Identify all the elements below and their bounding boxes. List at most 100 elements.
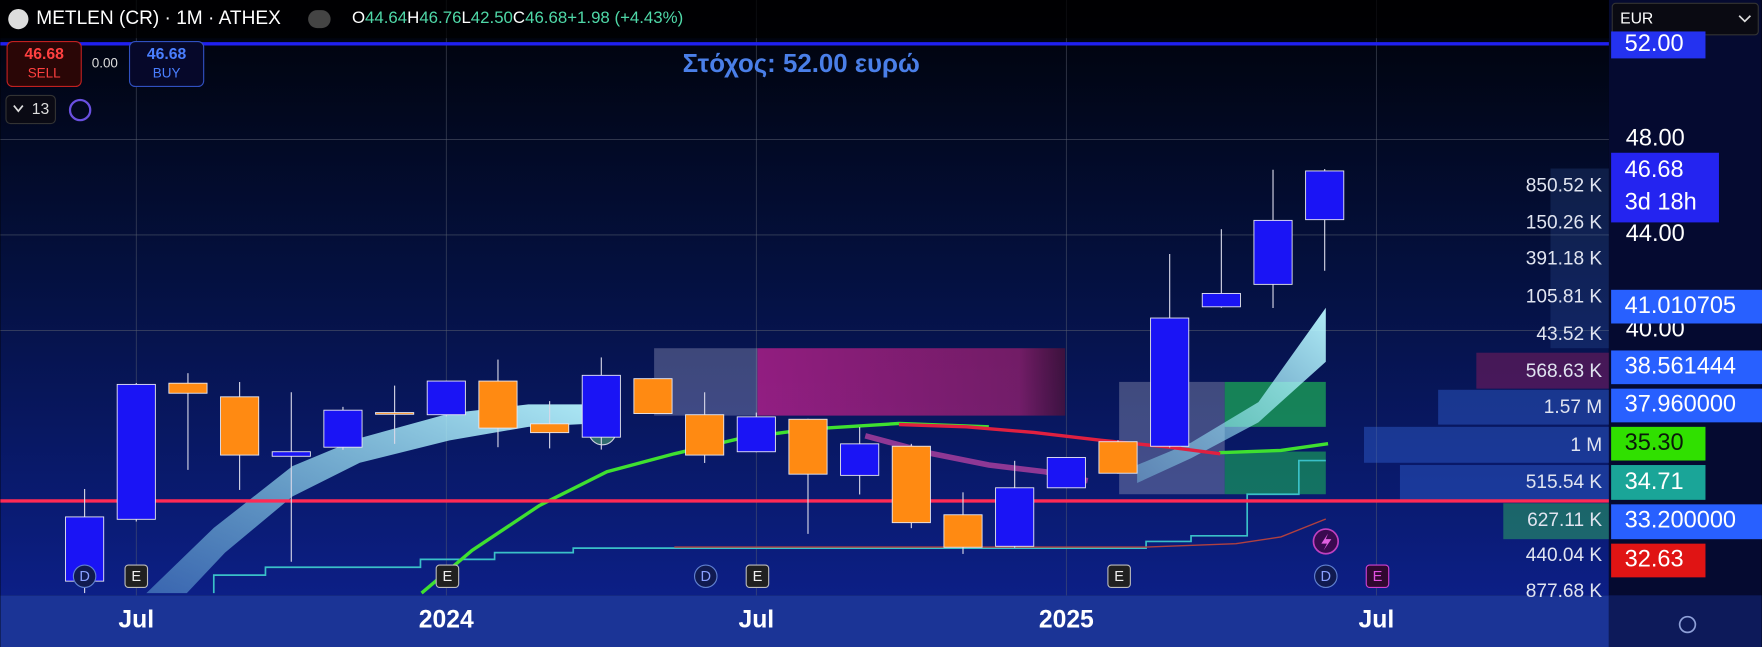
chevron <box>1738 15 1752 23</box>
event-badge <box>435 564 460 589</box>
volume-bar <box>1503 503 1609 540</box>
candle-body <box>685 414 725 456</box>
currency: EUR <box>1620 10 1653 27</box>
indicator-dropdown[interactable] <box>5 94 56 125</box>
plot-background <box>0 0 1609 596</box>
price-label: 3d 18h <box>1625 189 1697 215</box>
candle-body <box>995 487 1035 547</box>
x-tick-label: Jul <box>738 607 774 634</box>
volume-label: 850.52 K <box>1526 176 1603 197</box>
time-axis-panel <box>0 595 1609 647</box>
price-label: 35.30 <box>1625 429 1684 455</box>
candle-body <box>633 378 673 414</box>
event-badge <box>745 564 770 589</box>
candle-body <box>943 514 983 548</box>
candle-body <box>581 374 621 438</box>
ohlc-value: 46.68 <box>525 9 567 28</box>
volume-bar <box>1476 352 1609 389</box>
price-label-box <box>1611 426 1706 461</box>
candle-body <box>323 409 363 448</box>
price-label-box <box>1611 31 1706 59</box>
zone <box>757 348 1066 416</box>
price-label-box <box>1611 543 1706 578</box>
event-label: D <box>79 569 90 585</box>
candle-body <box>891 445 931 524</box>
candle-body <box>375 412 415 415</box>
event-label: E <box>131 569 141 585</box>
price-label-box <box>1611 504 1762 540</box>
ui: METLEN (CR) · 1M · ATHEX O44.64H46.76L42… <box>0 0 1762 634</box>
price-label: 37.960000 <box>1625 391 1736 417</box>
spread: 0.00 <box>92 56 118 71</box>
buy-label: BUY <box>153 66 181 81</box>
event-label: D <box>700 569 711 585</box>
price-label-box <box>1611 152 1719 223</box>
candle-body <box>116 383 156 520</box>
candle-body <box>840 443 880 476</box>
cloud-band <box>1137 307 1326 484</box>
cloud-band <box>146 404 616 594</box>
step-line <box>674 518 1327 548</box>
price-label-box <box>1611 465 1706 500</box>
event-label: E <box>443 569 453 585</box>
ohlc-key: O <box>352 9 365 28</box>
buy-button[interactable] <box>128 40 205 88</box>
volume-label: 515.54 K <box>1526 472 1603 493</box>
green-ma <box>1219 442 1329 455</box>
ohlc-value: 42.50 <box>471 9 513 28</box>
event-badge <box>693 564 718 589</box>
symbol-logo <box>8 8 29 30</box>
volume-label: 391.18 K <box>1526 249 1603 270</box>
volume-bar <box>1550 168 1609 349</box>
toggle[interactable] <box>308 10 331 29</box>
event-label: D <box>1321 569 1332 585</box>
volume-bar <box>1438 389 1609 425</box>
volume-label: 105.81 K <box>1526 287 1603 308</box>
lightning-icon <box>1321 533 1332 551</box>
ohlc-value: 44.64 <box>365 9 407 28</box>
event-label: E <box>1373 569 1383 585</box>
candle-body <box>530 423 570 434</box>
price-label: 34.71 <box>1625 468 1684 494</box>
x-tick-label: Jul <box>1359 607 1395 634</box>
sell-label: SELL <box>28 66 61 81</box>
ohlc-key: C <box>513 9 525 28</box>
price-label: 46.68 <box>1625 156 1684 182</box>
corner-panel <box>1608 595 1762 647</box>
indicator-count: 13 <box>32 101 50 118</box>
target-annotation: Στόχος: 52.00 ευρώ <box>683 50 920 78</box>
settings-icon[interactable] <box>1678 615 1697 634</box>
red-ma <box>898 422 1221 456</box>
volume-label: 1.57 M <box>1544 397 1602 418</box>
symbol-title: METLEN (CR) · 1M · ATHEX <box>36 8 281 29</box>
candle-body <box>1201 292 1241 308</box>
refresh-icon[interactable] <box>68 98 92 122</box>
x-tick-label: 2025 <box>1039 607 1094 634</box>
candle-body <box>1098 441 1138 474</box>
price-label: 52.00 <box>1625 30 1684 56</box>
candle-body <box>426 380 466 416</box>
volume-label: 1 M <box>1570 435 1602 456</box>
ohlc-key: L <box>461 9 470 28</box>
volume-label: 568.63 K <box>1526 361 1603 382</box>
sell-button[interactable] <box>6 40 82 88</box>
event-label: E <box>1114 569 1124 585</box>
volume-bar <box>1399 465 1609 501</box>
volume-label: 440.04 K <box>1526 545 1603 566</box>
candle-body <box>788 418 828 475</box>
candles <box>65 169 1345 594</box>
event-badge <box>1314 564 1338 589</box>
header-bar <box>0 0 1609 39</box>
event-label: E <box>753 569 763 585</box>
y-tick-label: 44.00 <box>1626 220 1685 246</box>
ohlc: O44.64H46.76L42.50C46.68+1.98 (+4.43%) <box>352 9 683 28</box>
event-badge <box>1107 564 1131 589</box>
candle-body <box>736 416 776 453</box>
volume-bar <box>1364 426 1609 463</box>
price-label: 32.63 <box>1625 546 1684 572</box>
candle-body <box>1046 457 1086 489</box>
volume-label: 877.68 K <box>1526 581 1603 602</box>
volume-label: 627.11 K <box>1527 510 1602 531</box>
y-tick-label: 48.00 <box>1626 125 1685 151</box>
